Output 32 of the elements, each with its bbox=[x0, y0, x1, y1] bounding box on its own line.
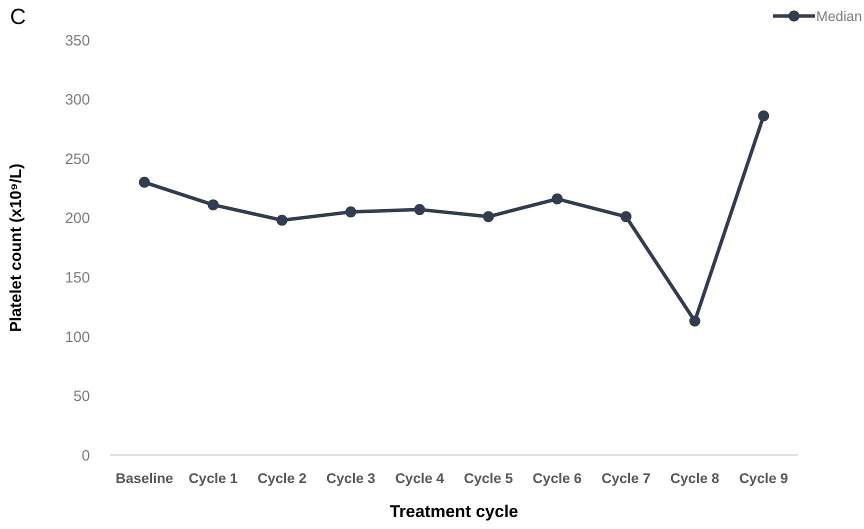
point bbox=[138, 176, 150, 188]
y-tick-label: 350 bbox=[64, 32, 90, 50]
x-tick-label: Cycle 5 bbox=[464, 470, 514, 486]
y-tick-label: 250 bbox=[64, 150, 90, 168]
point bbox=[414, 204, 426, 216]
x-tick-label: Baseline bbox=[116, 470, 174, 486]
x-tick-label: Cycle 1 bbox=[188, 470, 238, 486]
y-axis-title: Platelet count (x10⁹/L) bbox=[8, 162, 26, 334]
x-tick-label: Cycle 4 bbox=[395, 470, 444, 486]
x-tick-label: Cycle 9 bbox=[739, 470, 788, 486]
y-tick-label: 300 bbox=[64, 92, 90, 109]
point bbox=[552, 193, 563, 204]
y-tick-label: 0 bbox=[82, 447, 90, 464]
y-tick-label: 200 bbox=[64, 210, 90, 228]
x-tick-label: Cycle 8 bbox=[670, 470, 720, 486]
legend-label: Median bbox=[816, 8, 862, 24]
point bbox=[620, 211, 632, 222]
point bbox=[345, 206, 356, 218]
x-tick-label: Cycle 6 bbox=[532, 470, 582, 486]
point bbox=[208, 199, 219, 210]
point bbox=[689, 316, 700, 327]
y-tick-label: 50 bbox=[73, 388, 90, 406]
point bbox=[276, 214, 288, 226]
x-tick-label: Cycle 2 bbox=[257, 470, 307, 486]
chart-title: C bbox=[10, 4, 26, 30]
point bbox=[758, 110, 770, 122]
x-tick-label: Cycle 3 bbox=[326, 470, 376, 486]
point bbox=[482, 211, 494, 222]
x-axis-title: Treatment cycle bbox=[388, 502, 520, 522]
y-tick-label: 150 bbox=[64, 269, 90, 286]
y-tick-label: 100 bbox=[64, 328, 90, 346]
x-tick-label: Cycle 7 bbox=[601, 470, 651, 486]
